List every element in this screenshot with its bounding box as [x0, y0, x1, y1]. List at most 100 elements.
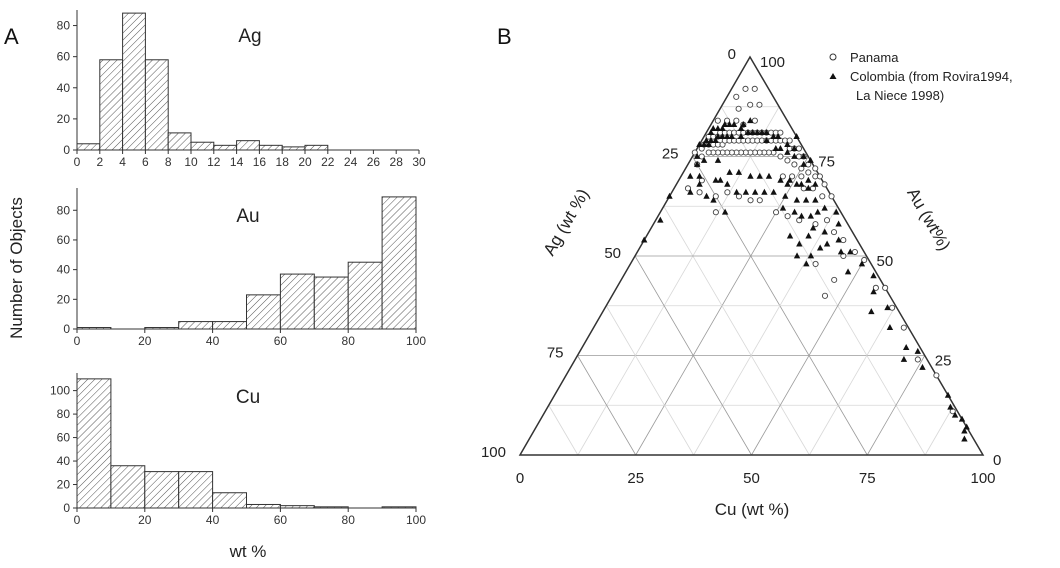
point-panama-109 — [751, 85, 758, 92]
point-panama-115 — [733, 117, 740, 124]
point-colombia-75 — [791, 208, 798, 215]
point-colombia-108 — [947, 403, 954, 410]
point-panama-111 — [747, 101, 754, 108]
point-colombia-21 — [749, 129, 756, 136]
ternary-left-axis-title: Ag (wt %) — [540, 186, 593, 259]
point-colombia-55 — [765, 172, 773, 179]
point-panama-50 — [805, 169, 812, 176]
x-tick-label-ag-22: 22 — [321, 155, 335, 169]
point-colombia-8 — [710, 125, 717, 132]
histogram-au: 0 20 40 60 80 100 0 20 40 60 80 Au — [57, 188, 426, 348]
point-colombia-52 — [735, 168, 743, 175]
point-panama-108 — [742, 85, 749, 92]
x-tick-label-ag-2: 2 — [96, 155, 103, 169]
point-colombia-74 — [805, 184, 812, 191]
point-colombia-114 — [641, 236, 648, 243]
point-colombia-107 — [944, 391, 952, 398]
point-panama-80 — [784, 213, 791, 220]
grid-cu-50 — [751, 255, 867, 456]
tick-au-25: 25 — [935, 353, 952, 370]
point-colombia-92 — [847, 248, 854, 255]
point-panama-39 — [786, 137, 793, 144]
point-colombia-23 — [747, 117, 754, 124]
point-panama-70 — [698, 153, 705, 160]
bar-ag-20-22 — [304, 144, 329, 151]
x-tick-label-au-100: 100 — [406, 334, 426, 348]
tick-cu-100: 100 — [970, 470, 995, 487]
point-colombia-115 — [657, 216, 664, 223]
point-colombia-27 — [772, 144, 780, 151]
legend-label-panama: Panama — [850, 50, 899, 65]
point-colombia-22 — [754, 129, 761, 136]
bar-au-90-100 — [381, 196, 417, 330]
point-colombia-89 — [835, 236, 842, 243]
point-panama-107 — [733, 93, 740, 100]
point-colombia-25 — [763, 136, 770, 143]
point-colombia-29 — [777, 144, 784, 151]
point-colombia-104 — [900, 355, 908, 362]
point-panama-87 — [712, 209, 719, 216]
point-colombia-0 — [696, 140, 703, 147]
bar-ag-8-10 — [167, 132, 192, 151]
x-tick-label-ag-20: 20 — [298, 155, 312, 169]
point-panama-116 — [724, 117, 731, 124]
point-colombia-45 — [703, 192, 710, 199]
point-colombia-63 — [793, 196, 801, 203]
x-tick-label-ag-4: 4 — [119, 155, 126, 169]
point-colombia-13 — [721, 121, 728, 128]
point-colombia-84 — [805, 232, 812, 239]
point-colombia-80 — [821, 204, 828, 211]
point-panama-49 — [828, 193, 835, 200]
point-colombia-61 — [812, 196, 819, 203]
point-panama-85 — [724, 189, 731, 196]
tick-ag-50: 50 — [604, 245, 621, 262]
grid-cu-87.5 — [924, 405, 955, 456]
point-colombia-7 — [714, 133, 722, 139]
histogram-title-au: Au — [236, 206, 259, 227]
point-colombia-111 — [963, 423, 970, 430]
point-colombia-42 — [696, 172, 703, 179]
tick-ag-0: 0 — [728, 46, 736, 63]
x-tick-label-cu-40: 40 — [206, 513, 220, 527]
x-tick-label-ag-18: 18 — [276, 155, 290, 169]
point-panama-78 — [812, 221, 819, 228]
histogram-x-axis-label: wt % — [229, 542, 267, 561]
point-colombia-56 — [777, 176, 784, 183]
point-panama-98 — [831, 276, 838, 283]
point-colombia-106 — [919, 363, 926, 370]
point-colombia-26 — [763, 129, 770, 136]
y-tick-label-cu-0: 0 — [63, 501, 70, 515]
grid-ag-50 — [634, 255, 752, 456]
point-panama-99 — [861, 256, 868, 264]
point-colombia-43 — [696, 180, 703, 187]
point-colombia-98 — [868, 308, 875, 315]
point-colombia-24 — [758, 129, 766, 136]
y-tick-label-au-0: 0 — [63, 322, 70, 336]
point-colombia-85 — [807, 252, 815, 259]
point-panama-81 — [773, 209, 780, 216]
x-tick-label-ag-12: 12 — [207, 155, 221, 169]
point-colombia-41 — [693, 160, 701, 167]
point-colombia-34 — [791, 144, 798, 151]
point-panama-76 — [819, 193, 826, 200]
point-panama-112 — [735, 105, 742, 112]
point-colombia-16 — [730, 121, 738, 128]
point-colombia-88 — [835, 220, 842, 227]
point-colombia-5 — [712, 136, 719, 143]
point-colombia-78 — [814, 208, 821, 215]
y-tick-label-cu-20: 20 — [57, 478, 71, 492]
x-tick-label-ag-26: 26 — [367, 155, 381, 169]
point-colombia-79 — [807, 212, 814, 219]
y-tick-label-au-40: 40 — [57, 263, 71, 277]
point-colombia-59 — [805, 176, 812, 183]
point-panama-100 — [872, 284, 879, 291]
bar-au-40-50 — [212, 321, 248, 330]
y-tick-label-au-60: 60 — [57, 233, 71, 247]
point-panama-82 — [756, 197, 763, 204]
tick-ag-25: 25 — [662, 146, 679, 163]
point-panama-97 — [821, 292, 829, 299]
point-colombia-44 — [687, 172, 694, 179]
grid-cu-62.5 — [809, 305, 896, 456]
histogram-y-axis-label: Number of Objects — [7, 197, 26, 339]
